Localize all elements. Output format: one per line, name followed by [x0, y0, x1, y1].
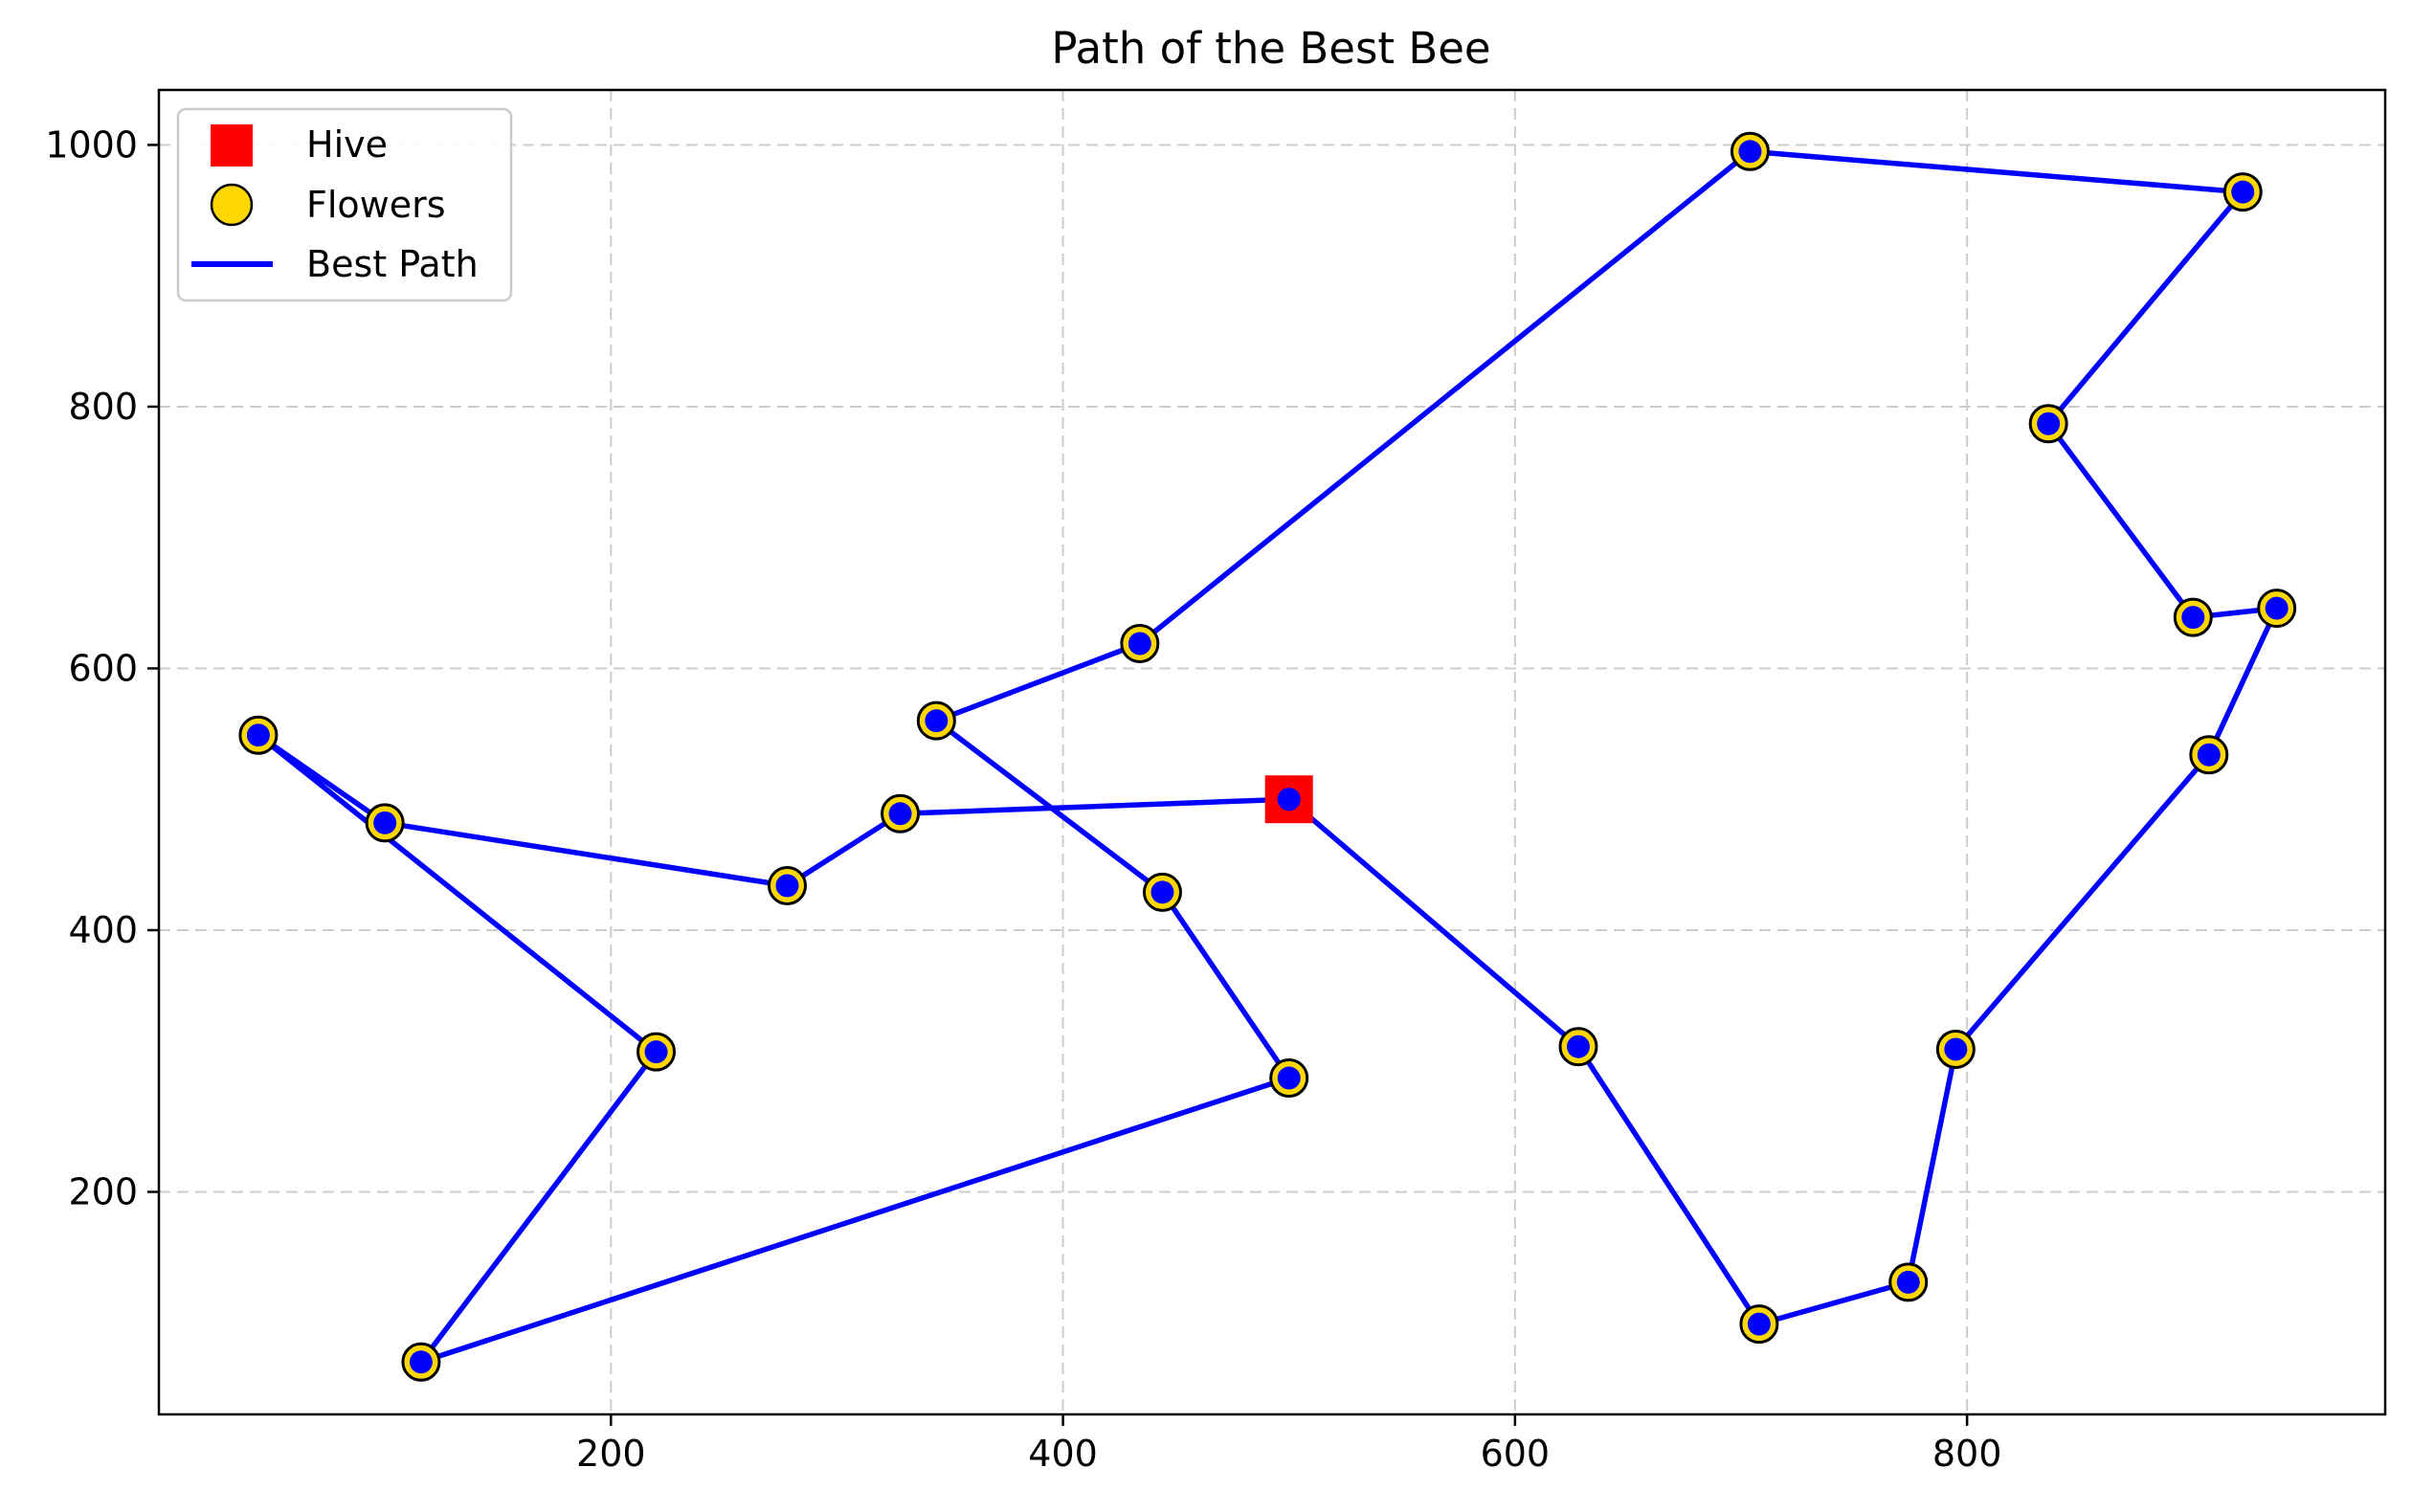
legend-label-hive: Hive — [306, 123, 388, 166]
path-nodes — [246, 140, 2289, 1374]
legend-label-flowers: Flowers — [306, 184, 446, 226]
path-node — [1277, 1066, 1301, 1090]
path-node — [2197, 743, 2221, 767]
chart-title: Path of the Best Bee — [1051, 23, 1490, 74]
legend: Hive Flowers Best Path — [176, 107, 513, 302]
path-node — [1747, 1312, 1771, 1336]
legend-flowers-marker — [210, 183, 254, 227]
y-tick-label: 1000 — [45, 123, 138, 166]
y-tick-label: 800 — [68, 386, 138, 428]
path-node — [2181, 606, 2205, 630]
path-node — [1277, 788, 1301, 812]
path-node — [2231, 180, 2255, 204]
path-node — [409, 1350, 433, 1374]
grid-lines — [159, 90, 2385, 1414]
path-node — [2265, 596, 2289, 620]
x-tick-label: 800 — [1932, 1433, 2002, 1475]
y-tick-label: 200 — [68, 1171, 138, 1213]
path-node — [2037, 411, 2061, 435]
path-node — [1566, 1034, 1590, 1058]
x-tick-label: 600 — [1481, 1433, 1551, 1475]
legend-box — [176, 107, 513, 302]
path-node — [373, 811, 397, 834]
path-node — [1944, 1037, 1968, 1061]
path-node — [775, 874, 799, 898]
y-tick-label: 600 — [68, 647, 138, 689]
plot-area-frame — [157, 88, 2387, 1416]
best-path-series — [256, 148, 2280, 1366]
path-node — [1150, 880, 1174, 904]
x-tick-label: 400 — [1028, 1433, 1098, 1475]
path-node — [925, 709, 949, 733]
path-node — [888, 802, 912, 826]
path-node — [1896, 1270, 1920, 1294]
path-node — [246, 723, 270, 747]
y-tick-label: 400 — [68, 909, 138, 951]
legend-label-best-path: Best Path — [306, 243, 479, 285]
best-path-line — [256, 148, 2280, 1366]
path-node — [644, 1040, 668, 1064]
flowers-series — [238, 131, 2297, 1382]
path-node — [1738, 140, 1762, 164]
axis-ticks: 200 400 600 800 200 400 600 800 1000 — [45, 123, 2001, 1475]
path-node — [1128, 632, 1151, 656]
x-tick-label: 200 — [576, 1433, 646, 1475]
legend-hive-marker — [211, 124, 253, 167]
